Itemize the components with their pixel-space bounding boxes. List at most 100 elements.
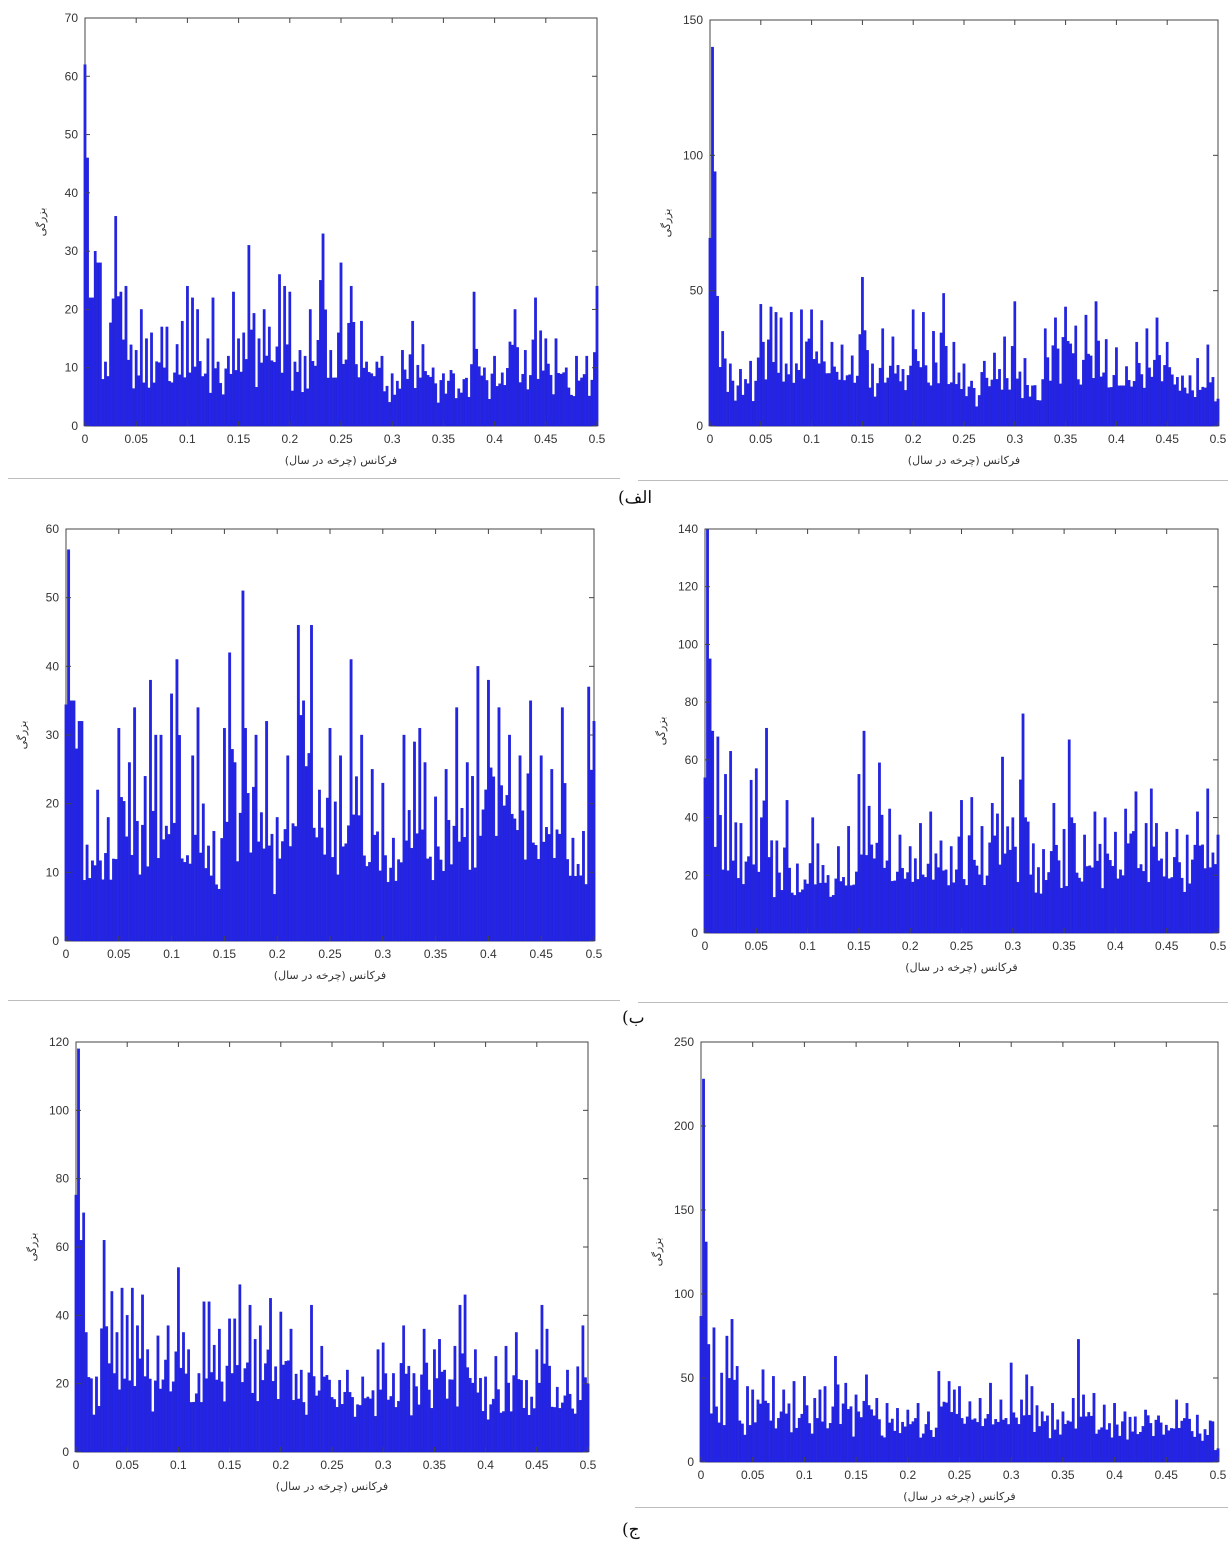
bar (553, 1407, 557, 1453)
chart-svg: 0 0.05 0.1 0.15 0.2 0.25 0.3 0.35 0.4 0.45 0.5 0 20 4… (655, 522, 1227, 974)
bar (326, 377, 330, 427)
bar (1013, 301, 1017, 427)
bar (1135, 341, 1139, 427)
bar (307, 753, 311, 942)
bar (389, 867, 393, 942)
bar (876, 383, 879, 427)
y-axis-label: بزرگی (26, 1233, 39, 1262)
bar (265, 355, 269, 427)
bar (230, 749, 234, 942)
bar (990, 379, 994, 427)
bar (104, 853, 108, 942)
bar (383, 391, 386, 427)
plot-area (709, 19, 1219, 427)
bar (1096, 860, 1099, 934)
bar (868, 387, 872, 427)
bar (767, 339, 770, 427)
bar (216, 361, 220, 427)
bar (715, 1406, 718, 1463)
bar (196, 309, 199, 427)
bar (817, 363, 821, 427)
bar (315, 837, 319, 942)
bar (932, 331, 935, 427)
bar (730, 1319, 734, 1463)
bar (826, 875, 830, 934)
x-tick-label: 0.4 (1106, 1468, 1123, 1482)
bar (790, 892, 794, 934)
bar (995, 379, 999, 427)
bar (97, 1405, 101, 1453)
bar (729, 751, 733, 934)
bar (1167, 1430, 1171, 1463)
bar (924, 877, 927, 934)
bar (189, 1402, 193, 1453)
bar (909, 365, 913, 427)
bar (122, 801, 126, 942)
bar (548, 1365, 551, 1453)
bar (362, 367, 366, 427)
bar (1084, 1416, 1088, 1463)
bar (1144, 1409, 1148, 1463)
bar (812, 358, 816, 427)
bar (908, 846, 912, 934)
bar (761, 341, 765, 427)
bar (433, 1349, 436, 1453)
bar (457, 388, 461, 427)
bar (841, 1403, 845, 1463)
bar (744, 861, 748, 934)
bar (1013, 846, 1017, 934)
bar (541, 370, 545, 427)
bar (1120, 385, 1123, 427)
bar (980, 826, 984, 934)
bar (753, 1422, 757, 1463)
bar (1043, 1421, 1047, 1463)
bar (1105, 1429, 1109, 1463)
bar (550, 769, 554, 942)
y-tick-label: 100 (49, 1103, 69, 1117)
bar (87, 1377, 91, 1453)
x-tick-label: 0.2 (902, 939, 919, 953)
bar (848, 374, 852, 427)
x-tick-label: 0.25 (952, 432, 976, 446)
y-tick-label: 120 (49, 1035, 69, 1049)
bar (1188, 883, 1192, 934)
bar (795, 863, 799, 934)
x-axis-label: فرکانس (چرخه در سال) (274, 969, 386, 982)
bar (1145, 328, 1149, 427)
bar (952, 882, 956, 934)
bar (162, 839, 166, 942)
bar (929, 811, 933, 934)
bar (986, 1413, 990, 1463)
bar (449, 369, 453, 427)
bar (215, 884, 218, 942)
bar (349, 285, 353, 427)
bar (536, 378, 540, 427)
bar (518, 382, 522, 427)
bar (165, 326, 169, 427)
bar (444, 393, 448, 427)
bar (855, 375, 859, 427)
bar (988, 842, 992, 934)
bar (386, 1399, 390, 1453)
bar (1021, 713, 1025, 934)
bar (1181, 375, 1184, 427)
bar (1152, 846, 1156, 934)
x-tick-label: 0 (707, 432, 714, 446)
bar (769, 1420, 773, 1463)
bar (579, 875, 583, 942)
bar (803, 1376, 806, 1463)
bar (1119, 869, 1122, 934)
bar (880, 814, 884, 934)
bar (1060, 887, 1063, 934)
bar (127, 762, 131, 942)
bar (271, 1380, 275, 1453)
bar (552, 394, 555, 427)
bar (1154, 1419, 1158, 1463)
bar (779, 317, 783, 427)
bar (1155, 317, 1159, 427)
bar (713, 171, 717, 427)
bar (554, 338, 558, 427)
x-tick-label: 0.1 (803, 432, 820, 446)
bar (468, 1377, 472, 1453)
bar (1198, 845, 1202, 934)
